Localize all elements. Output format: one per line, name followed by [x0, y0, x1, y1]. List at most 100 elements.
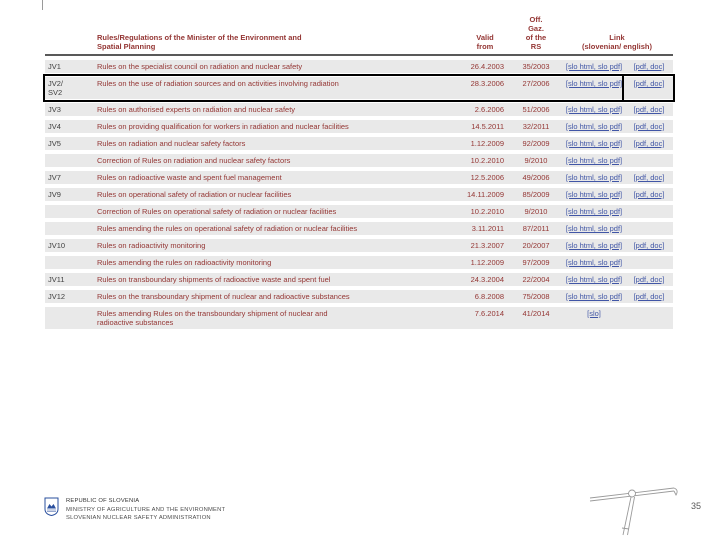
english-link-cell: [pdf, doc] — [626, 122, 672, 131]
slovenian-link[interactable]: [slo html, slo pdf] — [565, 190, 623, 199]
compass-decoration — [588, 476, 680, 540]
rule-name: Rules on the use of radiation sources an… — [97, 79, 339, 88]
rule-name: Rules on operational safety of radiation… — [97, 190, 292, 199]
english-link[interactable]: [pdf, doc] — [633, 241, 665, 250]
table-row: JV11 Rules on transboundary shipments of… — [45, 273, 673, 286]
table-row: Rules amending the rules on radioactivit… — [45, 256, 673, 269]
gazette-number: 97/2009 — [522, 258, 550, 267]
gazette-number: 9/2010 — [524, 207, 548, 216]
slovenian-link[interactable]: [slo html, slo pdf] — [565, 292, 623, 301]
slovenian-link-cell: [slo html, slo pdf] — [562, 79, 626, 88]
slovenia-coat-of-arms-logo — [44, 497, 59, 521]
english-link[interactable]: [pdf, doc] — [633, 122, 665, 131]
valid-from: 7.6.2014 — [474, 309, 504, 318]
slovenian-link[interactable]: [slo html, slo pdf] — [565, 105, 623, 114]
slovenian-link-cell: [slo html, slo pdf] — [562, 105, 626, 114]
rule-name: Rules on radioactive waste and spent fue… — [97, 173, 282, 182]
gazette-number: 51/2006 — [522, 105, 550, 114]
table-row: Rules amending the rules on operational … — [45, 222, 673, 235]
slovenian-link[interactable]: [slo] — [587, 309, 601, 318]
english-link[interactable]: [pdf, doc] — [633, 62, 665, 71]
english-link[interactable]: [pdf, doc] — [633, 105, 665, 114]
valid-from: 14.5.2011 — [471, 122, 504, 131]
english-link[interactable]: [pdf, doc] — [633, 190, 665, 199]
slovenian-link-cell: [slo html, slo pdf] — [562, 156, 626, 165]
row-id: JV2/ SV2 — [48, 79, 64, 97]
english-link[interactable]: [pdf, doc] — [633, 275, 665, 284]
slovenian-link[interactable]: [slo html, slo pdf] — [565, 156, 623, 165]
slovenian-link[interactable]: [slo html, slo pdf] — [565, 62, 623, 71]
english-link[interactable]: [pdf, doc] — [633, 79, 665, 88]
slovenian-link-cell: [slo] — [562, 309, 626, 318]
slovenian-link[interactable]: [slo html, slo pdf] — [565, 122, 623, 131]
slovenian-link-cell: [slo html, slo pdf] — [562, 139, 626, 148]
slovenian-link-cell: [slo html, slo pdf] — [562, 207, 626, 216]
rule-name: Rules on transboundary shipments of radi… — [97, 275, 331, 284]
organization-text: REPUBLIC OF SLOVENIA MINISTRY OF AGRICUL… — [66, 497, 225, 523]
row-id: JV9 — [48, 190, 61, 199]
english-link-cell: [pdf, doc] — [626, 79, 672, 88]
slide-footer: REPUBLIC OF SLOVENIA MINISTRY OF AGRICUL… — [44, 497, 225, 523]
rule-name: Rules amending Rules on the transboundar… — [97, 309, 328, 327]
table-row: JV12 Rules on the transboundary shipment… — [45, 290, 673, 303]
gazette-number: 20/2007 — [522, 241, 550, 250]
valid-from: 3.11.2011 — [471, 224, 504, 233]
valid-from: 26.4.2003 — [470, 62, 504, 71]
gazette-number: 32/2011 — [522, 122, 550, 131]
rule-name: Rules on the transboundary shipment of n… — [97, 292, 350, 301]
table-row: JV5 Rules on radiation and nuclear safet… — [45, 137, 673, 150]
table-row: JV7 Rules on radioactive waste and spent… — [45, 171, 673, 184]
row-id: JV3 — [48, 105, 61, 114]
slovenian-link[interactable]: [slo html, slo pdf] — [565, 139, 623, 148]
rule-name: Rules on radiation and nuclear safety fa… — [97, 139, 246, 148]
valid-from: 1.12.2009 — [470, 139, 504, 148]
english-link[interactable]: [pdf, doc] — [633, 173, 665, 182]
english-link-cell: [pdf, doc] — [626, 173, 672, 182]
slovenian-link[interactable]: [slo html, slo pdf] — [565, 79, 623, 88]
column-header-valid-from: Valid from — [476, 33, 494, 51]
rule-name: Rules amending the rules on operational … — [97, 224, 358, 233]
row-id: JV4 — [48, 122, 61, 131]
valid-from: 14.11.2009 — [467, 190, 504, 199]
valid-from: 10.2.2010 — [470, 156, 504, 165]
table-row: Correction of Rules on radiation and nuc… — [45, 154, 673, 167]
slovenian-link[interactable]: [slo html, slo pdf] — [565, 207, 623, 216]
org-line-2: MINISTRY OF AGRICULTURE AND THE ENVIRONM… — [66, 506, 226, 513]
table-row: Correction of Rules on operational safet… — [45, 205, 673, 218]
valid-from: 24.3.2004 — [470, 275, 504, 284]
table-row: JV2/ SV2 Rules on the use of radiation s… — [43, 74, 675, 102]
table-row: JV9 Rules on operational safety of radia… — [45, 188, 673, 201]
english-link-cell: [pdf, doc] — [626, 62, 672, 71]
english-link[interactable]: [pdf, doc] — [633, 292, 665, 301]
slovenian-link[interactable]: [slo html, slo pdf] — [565, 241, 623, 250]
row-id: JV7 — [48, 173, 61, 182]
gazette-number: 22/2004 — [522, 275, 550, 284]
rule-name: Rules on providing qualification for wor… — [97, 122, 349, 131]
row-id: JV12 — [48, 292, 66, 301]
column-header-gazette: Off. Gaz. of the RS — [525, 15, 547, 51]
slovenian-link[interactable]: [slo html, slo pdf] — [565, 173, 623, 182]
row-id: JV5 — [48, 139, 61, 148]
table-header-row: Rules/Regulations of the Minister of the… — [45, 2, 673, 56]
slovenian-link[interactable]: [slo html, slo pdf] — [565, 258, 623, 267]
slovenian-link-cell: [slo html, slo pdf] — [562, 258, 626, 267]
gazette-number: 41/2014 — [522, 309, 550, 318]
english-link-cell: [pdf, doc] — [626, 139, 672, 148]
table-row: JV1 Rules on the specialist council on r… — [45, 60, 673, 73]
slovenian-link[interactable]: [slo html, slo pdf] — [565, 224, 623, 233]
gazette-number: 49/2006 — [522, 173, 550, 182]
page-number: 35 — [691, 501, 702, 511]
slovenian-link[interactable]: [slo html, slo pdf] — [565, 275, 623, 284]
english-link[interactable]: [pdf, doc] — [633, 139, 665, 148]
slovenian-link-cell: [slo html, slo pdf] — [562, 224, 626, 233]
valid-from: 21.3.2007 — [470, 241, 504, 250]
table-row: JV10 Rules on radioactivity monitoring 2… — [45, 239, 673, 252]
gazette-number: 9/2010 — [524, 156, 548, 165]
english-link-cell: [pdf, doc] — [626, 292, 672, 301]
rule-name: Rules amending the rules on radioactivit… — [97, 258, 272, 267]
top-left-tick — [42, 0, 43, 10]
table-row: Rules amending Rules on the transboundar… — [45, 307, 673, 329]
table-row: JV4 Rules on providing qualification for… — [45, 120, 673, 133]
slovenian-link-cell: [slo html, slo pdf] — [562, 190, 626, 199]
table-row: JV3 Rules on authorised experts on radia… — [45, 103, 673, 116]
